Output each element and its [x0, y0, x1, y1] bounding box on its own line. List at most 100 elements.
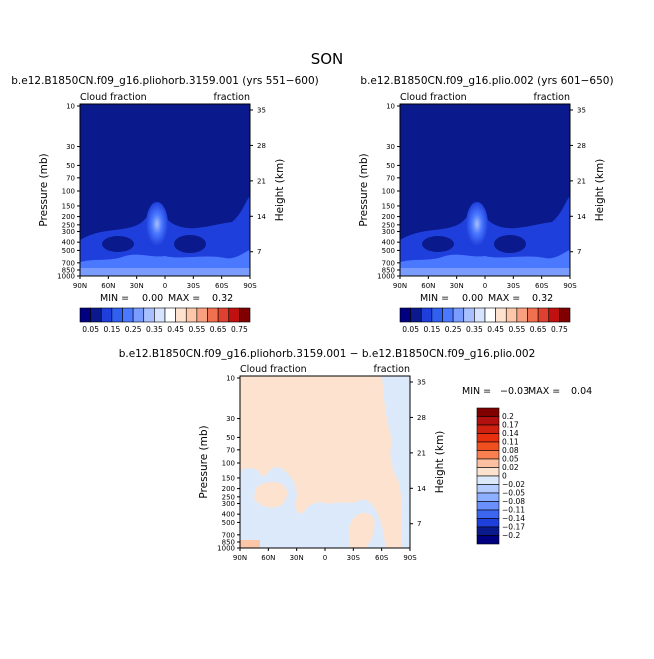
panel-1-colorbar-label: 0.65 — [210, 325, 227, 334]
panel-1: b.e12.B1850CN.f09_g16.pliohorb.3159.001 … — [11, 75, 318, 334]
panel-diff-colorbar-label: 0.14 — [502, 429, 519, 438]
panel-1-y-tick-label: 50 — [66, 162, 75, 170]
panel-2-plot-area — [400, 104, 570, 276]
panel-diff-y-tick-label: 700 — [222, 531, 235, 539]
panel-1-x-tick-label: 90N — [73, 282, 87, 290]
panel-2-colorbar-label: 0.15 — [424, 325, 441, 334]
panel-1-min-value: 0.00 — [142, 293, 163, 304]
panel-diff-y2label: Height (km) — [434, 431, 446, 494]
panel-diff-y-tick-label: 500 — [222, 519, 235, 527]
panel-2-y-tick-label: 1000 — [377, 273, 395, 281]
panel-2-y-tick-label: 50 — [386, 162, 395, 170]
panel-2-colorbar-swatch — [420, 307, 433, 323]
panel-1-colorbar: 0.05 0.15 0.25 0.35 0.45 0.55 0.65 0.75 — [79, 307, 251, 334]
panel-2-x-tick-label: 90S — [563, 282, 577, 290]
panel-2-colorbar-swatch — [484, 307, 496, 323]
panel-2-colorbar-swatch — [431, 307, 443, 323]
panel-1-y2label: Height (km) — [274, 159, 286, 222]
panel-1-ylabel: Pressure (mb) — [38, 153, 50, 226]
panel-1-colorbar-swatch — [217, 307, 230, 323]
panel-1-title: b.e12.B1850CN.f09_g16.pliohorb.3159.001 … — [11, 75, 318, 87]
panel-diff-x-tick-label: 90S — [403, 554, 417, 562]
panel-diff-x-tick-label: 90N — [233, 554, 247, 562]
panel-2-colorbar-label: 0.25 — [445, 325, 462, 334]
panel-2: b.e12.B1850CN.f09_g16.plio.002 (yrs 601−… — [358, 75, 614, 334]
panel-diff-colorbar-label: −0.02 — [502, 480, 525, 489]
panel-diff-colorbar-swatch — [476, 484, 500, 494]
panel-diff-y-tick-label: 250 — [222, 493, 235, 501]
panel-diff-title: b.e12.B1850CN.f09_g16.pliohorb.3159.001 … — [119, 348, 536, 360]
panel-diff: b.e12.B1850CN.f09_g16.pliohorb.3159.001 … — [119, 348, 592, 562]
panel-1-x-tick-label: 30S — [187, 282, 201, 290]
panel-diff-colorbar-swatch — [476, 535, 500, 545]
panel-diff-y-tick-label: 300 — [222, 500, 235, 508]
panel-2-colorbar-swatch — [474, 307, 486, 323]
panel-2-colorbar-label: 0.35 — [466, 325, 483, 334]
panel-diff-colorbar-swatch — [476, 475, 500, 485]
panel-1-max-value: 0.32 — [212, 293, 233, 304]
panel-diff-colorbar-label: −0.17 — [502, 523, 525, 532]
panel-diff-positive-patch-left — [254, 481, 288, 508]
panel-1-y-tick-label: 850 — [62, 267, 75, 275]
panel-1-colorbar-label: 0.05 — [82, 325, 99, 334]
panel-1-y-tick-label: 70 — [66, 174, 75, 182]
panel-2-colorbar-swatch — [410, 307, 422, 323]
panel-1-y-tick-label: 150 — [62, 202, 75, 210]
panel-2-min-label: MIN = — [420, 293, 449, 304]
panel-diff-y2-tick-label: 35 — [417, 379, 426, 387]
panel-1-colorbar-label: 0.15 — [104, 325, 121, 334]
panel-2-x-tick-label: 60S — [535, 282, 549, 290]
panel-1-colorbar-label: 0.25 — [125, 325, 142, 334]
panel-diff-colorbar-swatch — [476, 458, 500, 468]
panel-1-y2-tick-label: 14 — [257, 213, 266, 221]
panel-diff-colorbar-label: 0.02 — [502, 463, 519, 472]
panel-2-x-tick-label: 0 — [483, 282, 487, 290]
panel-diff-colorbar-label: −0.2 — [502, 531, 520, 540]
panel-2-y-tick-label: 250 — [382, 221, 395, 229]
panel-1-colorbar-swatch — [196, 307, 208, 323]
panel-diff-colorbar-label: 0.08 — [502, 446, 519, 455]
panel-2-colorbar-label: 0.55 — [509, 325, 526, 334]
panel-2-colorbar-swatch — [463, 307, 475, 323]
panel-diff-colorbar-swatch — [476, 450, 500, 460]
panel-diff-corner-right: fraction — [374, 364, 411, 375]
panel-2-axes: 90N 60N 30N 0 30S 60S 90S103050701001502002503… — [377, 103, 586, 291]
panel-1-y-tick-label: 100 — [62, 188, 75, 196]
panel-2-colorbar-swatch — [548, 307, 560, 323]
panel-diff-axes: 90N 60N 30N 0 30S 60S 90S103050701001502002503… — [217, 375, 426, 563]
panel-diff-ylabel: Pressure (mb) — [198, 425, 210, 498]
panel-2-y-tick-label: 500 — [382, 247, 395, 255]
panel-1-colorbar-swatch — [90, 307, 102, 323]
panel-diff-y-tick-label: 150 — [222, 474, 235, 482]
panel-2-y-tick-label: 70 — [386, 174, 395, 182]
panel-2-y-tick-label: 700 — [382, 259, 395, 267]
panel-1-plot-area — [80, 104, 250, 276]
panel-2-y-tick-label: 200 — [382, 213, 395, 221]
panel-diff-x-tick-label: 30N — [290, 554, 304, 562]
panel-1-y-tick-label: 10 — [66, 103, 75, 111]
panel-diff-colorbar-label: 0.11 — [502, 438, 519, 447]
panel-diff-max-label: MAX = — [528, 386, 560, 397]
panel-2-y-tick-label: 300 — [382, 228, 395, 236]
panel-diff-colorbar-label: −0.05 — [502, 489, 525, 498]
panel-2-surface-band — [400, 268, 570, 276]
panel-2-y-tick-label: 100 — [382, 188, 395, 196]
panel-1-y2-tick-label: 21 — [257, 177, 266, 185]
panel-1-colorbar-swatch — [122, 307, 134, 323]
panel-2-x-tick-label: 60N — [421, 282, 435, 290]
panel-2-colorbar: 0.05 0.15 0.25 0.35 0.45 0.55 0.65 0.75 — [399, 307, 571, 334]
panel-2-max-value: 0.32 — [532, 293, 553, 304]
panel-2-ylabel: Pressure (mb) — [358, 153, 370, 226]
panel-diff-y-tick-label: 850 — [222, 539, 235, 547]
panel-diff-colorbar-swatch — [476, 492, 500, 502]
panel-2-y2-tick-label: 35 — [577, 107, 586, 115]
panel-2-colorbar-label: 0.75 — [551, 325, 568, 334]
panel-diff-y-tick-label: 400 — [222, 511, 235, 519]
panel-diff-colorbar-swatch — [476, 433, 500, 443]
panel-2-y2-tick-label: 14 — [577, 213, 586, 221]
panel-diff-max-value: 0.04 — [571, 386, 592, 397]
panel-diff-min-label: MIN = — [462, 386, 491, 397]
panel-2-x-tick-label: 90N — [393, 282, 407, 290]
panel-1-y-tick-label: 500 — [62, 247, 75, 255]
panel-1-jet-maximum — [146, 202, 168, 246]
